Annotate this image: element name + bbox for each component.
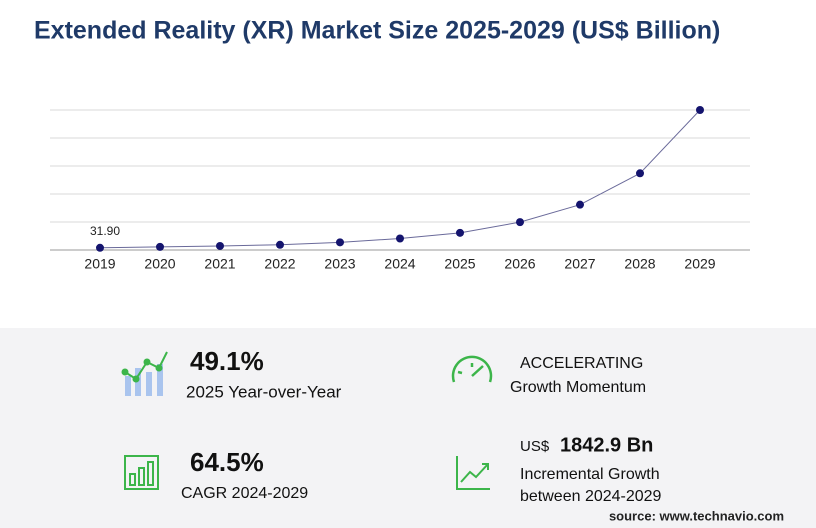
point: [216, 241, 224, 250]
growth-icon: [456, 456, 490, 490]
point: [696, 106, 704, 114]
x-tick-label: 2019: [84, 256, 115, 272]
x-tick-label: 2023: [324, 256, 355, 272]
x-tick-label: 2022: [264, 256, 295, 272]
stat-label: CAGR 2024-2029: [181, 485, 308, 502]
point: [396, 234, 404, 243]
gauge-icon: [451, 355, 493, 383]
point: [276, 240, 284, 249]
x-tick-label: 2021: [204, 256, 235, 272]
x-tick-label: 2027: [564, 256, 595, 272]
line: [99, 109, 701, 249]
point: [336, 238, 344, 247]
stat-label: 2025 Year-over-Year: [186, 382, 342, 401]
stat-label: between 2024-2029: [520, 488, 662, 505]
point: [96, 243, 104, 252]
x-tick-label: 2029: [684, 256, 715, 272]
data-label: 31.90: [90, 224, 120, 238]
point: [456, 228, 464, 237]
chart-title: Extended Reality (XR) Market Size 2025-2…: [34, 17, 720, 45]
stats-panel: [0, 328, 816, 528]
point: [156, 242, 164, 251]
stat-value: 64.5%: [190, 447, 264, 477]
source: source: www.technavio.com: [609, 508, 784, 523]
x-tick-label: 2024: [384, 256, 415, 272]
cagr-icon: [124, 455, 159, 490]
point: [636, 169, 644, 178]
yoy-icon: [121, 351, 168, 396]
stat-value: ACCELERATING: [520, 355, 643, 372]
x-tick-label: 2025: [444, 256, 475, 272]
x-tick-label: 2028: [624, 256, 655, 272]
stat-label: Incremental Growth: [520, 466, 660, 483]
plot: 2019 2020 2021 2022 2023 2024 2025 2026 2027 2028…: [50, 106, 750, 272]
stat-unit: US$: [520, 438, 550, 455]
stat-value: 1842.9 Bn: [560, 434, 653, 456]
point: [516, 218, 524, 227]
x-tick-label: 2026: [504, 256, 535, 272]
x-tick-label: 2020: [144, 256, 175, 272]
point: [576, 200, 584, 209]
stat-label: Growth Momentum: [510, 379, 646, 396]
stat-value: 49.1%: [190, 346, 264, 376]
